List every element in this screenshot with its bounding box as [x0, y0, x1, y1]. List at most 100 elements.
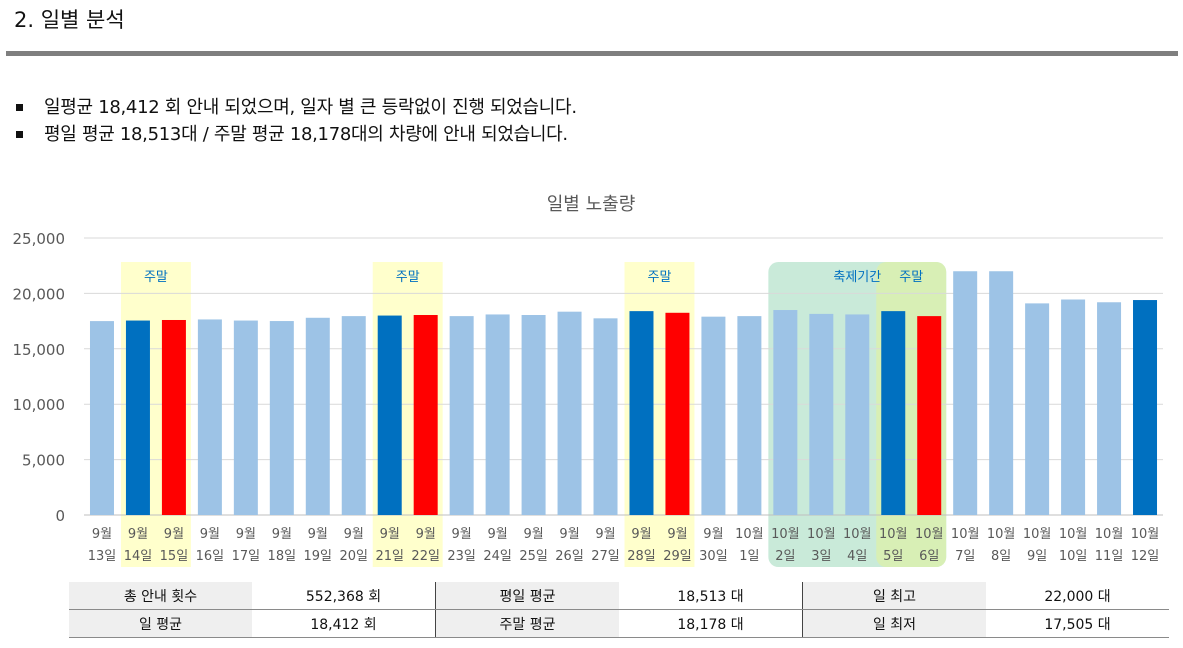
x-tick-label: 30일: [699, 549, 728, 564]
stat-value: 18,178 대: [619, 609, 803, 638]
x-tick-label: 23일: [447, 549, 476, 564]
chart-title: 일별 노출량: [547, 194, 636, 215]
x-tick-label: 12일: [1131, 549, 1160, 564]
x-tick-label: 9일: [1027, 549, 1047, 564]
bar: [881, 311, 906, 515]
stat-label: 일 최고: [802, 582, 986, 610]
x-tick-label: 8일: [991, 549, 1011, 564]
table-row: 총 안내 횟수 552,368 회 평일 평균 18,513 대 일 최고 22…: [69, 582, 1169, 610]
x-tick-label: 20일: [339, 549, 368, 564]
x-tick-label: 9월: [128, 527, 148, 542]
x-tick-label: 9월: [523, 527, 543, 542]
x-tick-label: 26일: [555, 549, 584, 564]
x-tick-label: 9월: [92, 527, 112, 542]
x-tick-label: 10월: [951, 527, 980, 542]
bar: [485, 314, 510, 515]
x-tick-label: 28일: [627, 549, 656, 564]
y-tick-label: 10,000: [13, 396, 66, 414]
bar: [377, 315, 402, 515]
x-tick-label: 9월: [236, 527, 256, 542]
bar: [953, 271, 978, 515]
band-label: 주말: [144, 270, 168, 285]
bar: [773, 310, 798, 515]
x-tick-label: 9월: [164, 527, 184, 542]
stat-value: 552,368 회: [252, 582, 436, 610]
stat-label: 총 안내 횟수: [69, 582, 252, 610]
bar: [1133, 300, 1158, 515]
bar: [197, 319, 222, 515]
bar: [845, 314, 870, 515]
x-tick-label: 29일: [663, 549, 692, 564]
x-tick-label: 10월: [807, 527, 836, 542]
bar: [305, 317, 330, 515]
x-tick-label: 24일: [483, 549, 512, 564]
bar: [161, 319, 186, 515]
x-tick-label: 9월: [487, 527, 507, 542]
x-tick-label: 10월: [843, 527, 872, 542]
x-tick-label: 9월: [595, 527, 615, 542]
bar: [233, 320, 258, 515]
x-tick-label: 10월: [771, 527, 800, 542]
x-tick-label: 1일: [739, 549, 759, 564]
x-tick-label: 25일: [519, 549, 548, 564]
table-row: 일 평균 18,412 회 주말 평균 18,178 대 일 최저 17,505…: [69, 609, 1169, 638]
x-tick-label: 10월: [879, 527, 908, 542]
stat-value: 17,505 대: [986, 609, 1169, 638]
page-title: 2. 일별 분석: [14, 8, 125, 32]
bar: [701, 316, 726, 515]
x-tick-label: 2일: [775, 549, 795, 564]
x-tick-label: 10월: [1059, 527, 1088, 542]
x-tick-label: 5일: [883, 549, 903, 564]
bar: [1061, 299, 1086, 515]
bar: [629, 311, 654, 515]
x-tick-label: 13일: [88, 549, 117, 564]
x-tick-label: 21일: [375, 549, 404, 564]
x-tick-label: 15일: [160, 549, 189, 564]
x-tick-label: 6일: [919, 549, 939, 564]
band-label: 주말: [899, 270, 923, 285]
bar: [1025, 303, 1050, 515]
x-tick-label: 9월: [380, 527, 400, 542]
y-tick-label: 0: [55, 507, 65, 525]
summary-table: 총 안내 횟수 552,368 회 평일 평균 18,513 대 일 최고 22…: [69, 582, 1169, 638]
y-tick-label: 25,000: [13, 230, 66, 248]
x-tick-label: 10월: [735, 527, 764, 542]
x-tick-label: 27일: [591, 549, 620, 564]
bar: [809, 313, 834, 515]
x-tick-label: 22일: [411, 549, 440, 564]
band-label: 주말: [648, 270, 672, 285]
bar: [125, 320, 150, 515]
x-tick-label: 19일: [304, 549, 333, 564]
x-tick-label: 9월: [559, 527, 579, 542]
x-tick-label: 10일: [1059, 549, 1088, 564]
summary-item: 평일 평균 18,513대 / 주말 평균 18,178대의 차량에 안내 되었…: [16, 121, 577, 148]
x-tick-label: 10월: [1095, 527, 1124, 542]
x-tick-label: 9월: [308, 527, 328, 542]
x-tick-label: 9월: [416, 527, 436, 542]
x-tick-label: 10월: [1131, 527, 1160, 542]
bar: [593, 318, 618, 515]
title-divider: [6, 51, 1178, 56]
x-tick-label: 9월: [631, 527, 651, 542]
bar: [269, 321, 294, 515]
x-tick-label: 9월: [452, 527, 472, 542]
band-label: 주말: [396, 270, 420, 285]
stat-value: 18,412 회: [252, 609, 436, 638]
x-tick-label: 9월: [344, 527, 364, 542]
y-tick-label: 15,000: [13, 341, 66, 359]
x-tick-label: 9월: [667, 527, 687, 542]
bar: [449, 316, 474, 515]
bar: [989, 271, 1014, 515]
bar: [413, 315, 438, 515]
x-tick-label: 9월: [272, 527, 292, 542]
x-tick-label: 7일: [955, 549, 975, 564]
stat-label: 주말 평균: [435, 609, 619, 638]
x-tick-label: 14일: [124, 549, 153, 564]
daily-exposure-chart: 일별 노출량 0 5,000 10,000 15,000 20,000 25,000 주말 주말…: [13, 194, 1163, 567]
bar: [1097, 302, 1122, 515]
x-tick-label: 9월: [703, 527, 723, 542]
x-tick-label: 10월: [987, 527, 1016, 542]
bar: [557, 311, 582, 515]
bar: [341, 316, 366, 515]
x-tick-label: 17일: [232, 549, 261, 564]
